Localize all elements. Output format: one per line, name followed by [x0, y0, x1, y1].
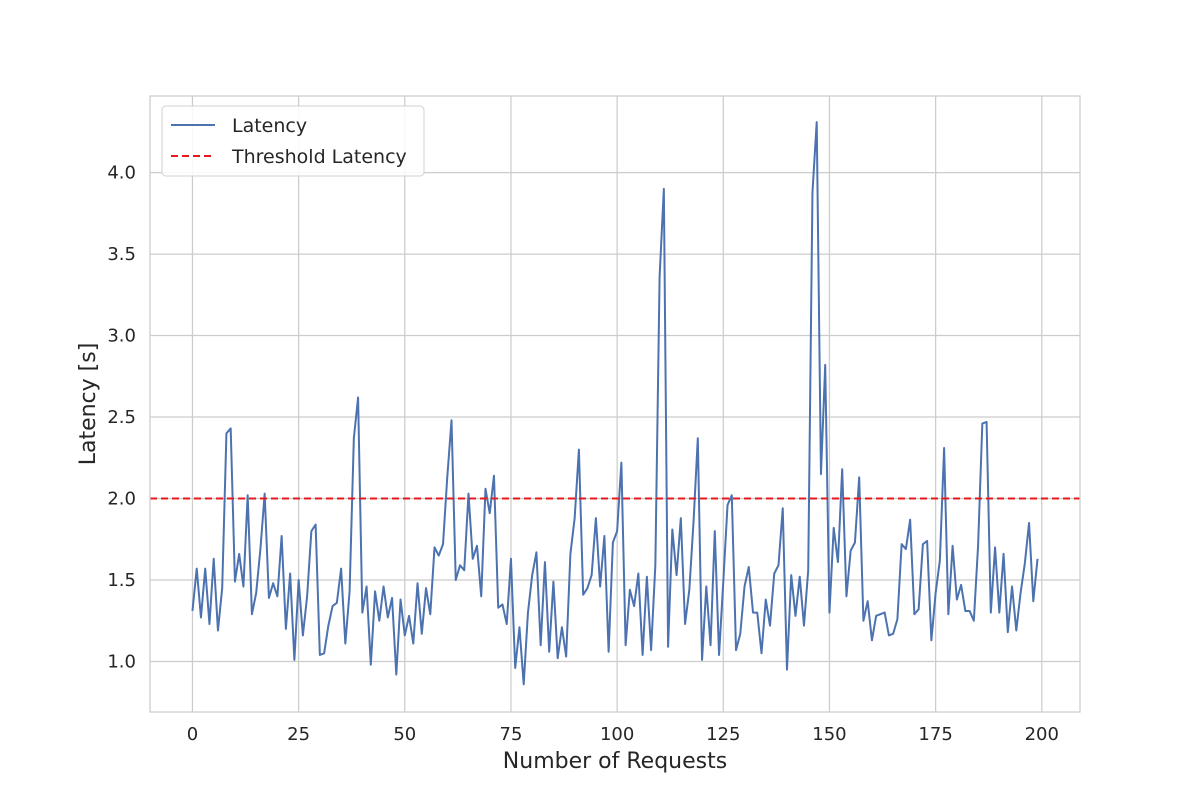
legend: Latency Threshold Latency	[161, 105, 425, 177]
y-tick-label: 2.5	[107, 407, 136, 428]
y-axis-label: Latency [s]	[76, 343, 101, 466]
x-tick-label: 0	[187, 724, 198, 745]
y-tick-label: 1.5	[107, 570, 136, 591]
x-tick-label: 75	[500, 724, 523, 745]
x-tick-label: 25	[287, 724, 310, 745]
y-tick-label: 4.0	[107, 163, 136, 184]
series-layer	[150, 121, 1080, 686]
legend-label-latency: Latency	[232, 115, 307, 137]
y-tick-label: 3.5	[107, 244, 136, 265]
x-tick-label: 125	[706, 724, 740, 745]
x-axis-label: Number of Requests	[503, 749, 727, 774]
series-line-latency	[191, 121, 1039, 686]
y-tick-label: 3.0	[107, 326, 136, 347]
x-tick-label: 175	[918, 724, 952, 745]
x-tick-label: 50	[393, 724, 416, 745]
y-tick-label: 1.0	[107, 651, 136, 672]
tick-labels: 0 25 50 75 100 125 150 175 200 1.0 1.5 2.0 2.5 3.0 3.5…	[107, 163, 1059, 745]
x-tick-label: 100	[600, 724, 634, 745]
x-tick-label: 150	[812, 724, 846, 745]
legend-box	[161, 105, 425, 177]
grid	[150, 96, 1080, 712]
plot-frame	[149, 95, 1081, 713]
plot-area	[150, 96, 1080, 712]
legend-label-threshold: Threshold Latency	[231, 146, 407, 168]
x-tick-label: 200	[1025, 724, 1059, 745]
y-tick-label: 2.0	[107, 489, 136, 510]
